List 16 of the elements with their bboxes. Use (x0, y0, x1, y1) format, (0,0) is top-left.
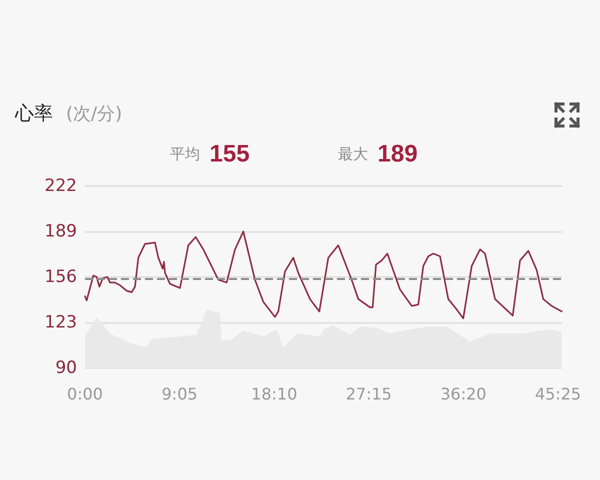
y-tick-label: 156 (44, 267, 77, 287)
chart-subtitle: (次/分) (66, 104, 122, 124)
y-tick-label: 222 (44, 176, 77, 196)
line-series (84, 230, 562, 320)
y-tick-label: 123 (44, 312, 77, 332)
y-tick-label: 189 (44, 222, 77, 242)
x-tick-label: 18:10 (251, 384, 298, 404)
text: 最大 189 (338, 140, 418, 168)
x-tick-label: 0:00 (67, 384, 103, 404)
chart-title: 心率 (14, 102, 53, 124)
y-tick-label: 90 (55, 358, 77, 378)
x-tick-label: 45:25 (534, 384, 582, 404)
x-tick-label: 9:05 (162, 384, 198, 404)
text: 平均 155 (170, 140, 250, 168)
x-tick-label: 27:15 (346, 384, 392, 404)
x-tick-label: 36:20 (440, 384, 486, 404)
